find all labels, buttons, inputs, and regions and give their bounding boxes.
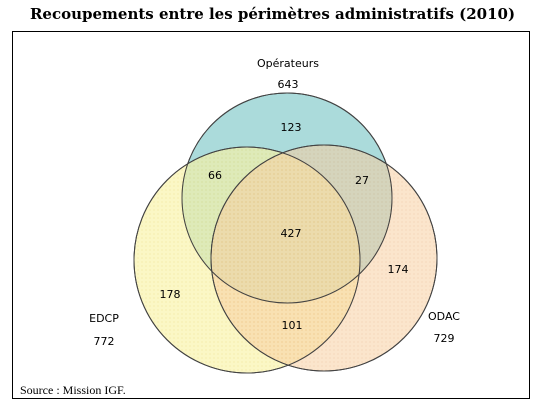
outline-edcp — [133, 146, 361, 374]
circle-odac — [210, 144, 438, 372]
region-edcp-only: 178 — [160, 288, 181, 301]
label-odac-name: ODAC — [428, 310, 460, 323]
chart-title: Recoupements entre les périmètres admini… — [29, 5, 516, 23]
label-operateurs-total: 643 — [278, 78, 299, 91]
region-all-three: 427 — [281, 227, 302, 240]
region-operateurs-edcp: 66 — [208, 169, 222, 182]
label-edcp-name: EDCP — [89, 312, 119, 325]
source-note: Source : Mission IGF. — [20, 383, 126, 397]
region-edcp-odac: 101 — [282, 319, 303, 332]
outline-odac — [210, 144, 438, 372]
label-operateurs-name: Opérateurs — [257, 57, 319, 70]
outline-operateurs — [181, 92, 393, 304]
region-odac-only: 174 — [388, 263, 409, 276]
label-odac-total: 729 — [434, 332, 455, 345]
region-operateurs-only: 123 — [281, 121, 302, 134]
region-operateurs-odac: 27 — [355, 174, 369, 187]
label-edcp-total: 772 — [94, 335, 115, 348]
